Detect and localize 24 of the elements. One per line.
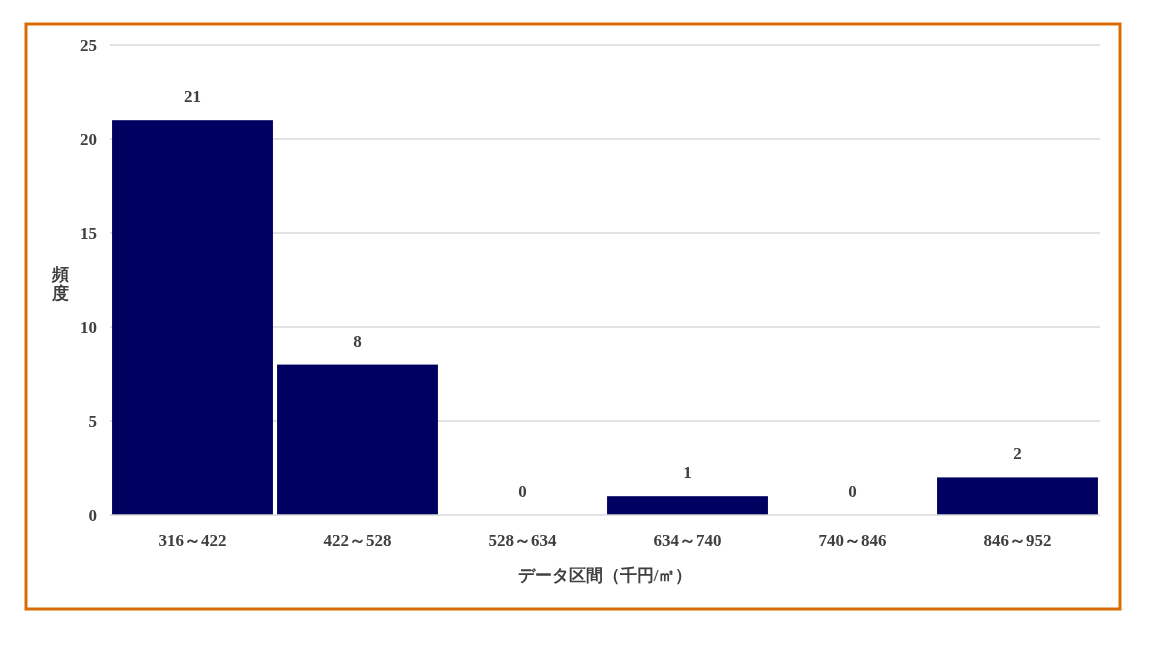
data-label: 2 bbox=[1013, 444, 1022, 464]
data-label: 1 bbox=[683, 463, 692, 483]
y-axis-title: 頻度 bbox=[50, 264, 69, 303]
y-tick-label: 5 bbox=[88, 412, 97, 431]
x-axis-title: データ区間（千円/㎡） bbox=[517, 566, 693, 585]
y-tick-label: 25 bbox=[80, 36, 97, 55]
x-tick-label: 528～634 bbox=[488, 531, 557, 550]
x-tick-label: 316～422 bbox=[158, 531, 227, 550]
bar bbox=[607, 496, 768, 515]
y-tick-label: 0 bbox=[88, 506, 97, 525]
y-tick-label: 20 bbox=[80, 130, 97, 149]
x-tick-label: 740～846 bbox=[818, 531, 887, 550]
data-label: 8 bbox=[353, 331, 362, 351]
bar bbox=[277, 364, 438, 515]
x-tick-label: 422～528 bbox=[323, 531, 392, 550]
data-label: 21 bbox=[184, 87, 201, 107]
y-tick-label: 15 bbox=[80, 224, 97, 243]
x-tick-label: 634～740 bbox=[653, 531, 722, 550]
bar bbox=[937, 477, 1098, 515]
y-tick-label: 10 bbox=[80, 318, 97, 337]
data-label: 0 bbox=[518, 482, 527, 501]
x-tick-label: 846～952 bbox=[983, 531, 1052, 550]
bar bbox=[112, 120, 273, 515]
data-label: 0 bbox=[848, 482, 857, 501]
